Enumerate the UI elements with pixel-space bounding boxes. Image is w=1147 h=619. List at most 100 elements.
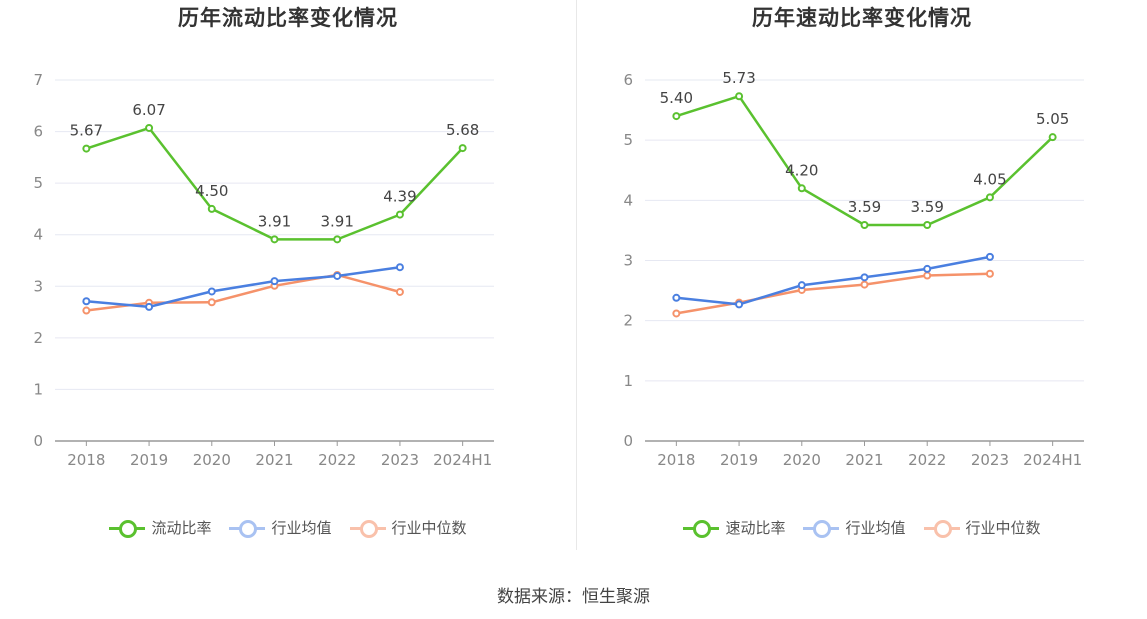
data-point bbox=[860, 221, 869, 230]
chart-legend: 流动比率 行业均值 行业中位数 bbox=[0, 517, 576, 538]
data-point bbox=[82, 306, 91, 315]
legend-label: 行业均值 bbox=[845, 519, 906, 537]
data-label: 3.59 bbox=[848, 198, 881, 216]
legend-item-main[interactable]: 速动比率 bbox=[683, 517, 785, 538]
data-point bbox=[395, 210, 404, 219]
data-label: 4.39 bbox=[383, 188, 416, 206]
data-label: 3.59 bbox=[911, 198, 944, 216]
data-label: 3.91 bbox=[321, 212, 354, 230]
legend-label: 流动比率 bbox=[151, 519, 212, 537]
chart-title: 历年流动比率变化情况 bbox=[178, 6, 398, 30]
data-point bbox=[458, 144, 467, 153]
y-tick-label: 3 bbox=[623, 252, 633, 270]
data-point bbox=[395, 263, 404, 272]
quick-ratio-chart: 0 1 2 3 4 5 6 2018 2019 2020 2021 2022 2023 2024H1 5.4… bbox=[623, 69, 1084, 469]
data-point bbox=[735, 300, 744, 309]
data-point bbox=[860, 280, 869, 289]
legend-label: 行业中位数 bbox=[391, 519, 467, 537]
data-point bbox=[672, 112, 681, 121]
x-tick-label: 2024H1 bbox=[433, 451, 492, 469]
legend-item-industry-mean[interactable]: 行业均值 bbox=[229, 517, 332, 538]
data-point bbox=[672, 293, 681, 302]
current-ratio-chart: 0 1 2 3 4 5 6 7 2018 2019 2020 2021 2022 2023 2024H1 5.… bbox=[33, 71, 494, 469]
y-tick-label: 4 bbox=[33, 226, 43, 244]
legend-item-main[interactable]: 流动比率 bbox=[109, 517, 211, 538]
y-tick-label: 3 bbox=[33, 277, 43, 295]
data-point bbox=[145, 302, 154, 311]
legend-marker-icon bbox=[803, 518, 840, 538]
y-tick-label: 5 bbox=[33, 174, 43, 192]
data-point bbox=[923, 221, 932, 230]
x-tick-label: 2021 bbox=[255, 451, 293, 469]
legend-label: 行业均值 bbox=[271, 519, 332, 537]
data-point bbox=[333, 271, 342, 280]
data-point bbox=[145, 123, 154, 132]
data-label: 6.07 bbox=[132, 101, 165, 119]
data-point bbox=[672, 309, 681, 318]
data-point bbox=[985, 252, 994, 261]
data-source-note: 数据来源：恒生聚源 bbox=[497, 587, 650, 607]
data-label: 5.68 bbox=[446, 121, 479, 139]
x-tick-label: 2021 bbox=[845, 451, 883, 469]
legend-label: 速动比率 bbox=[725, 519, 786, 537]
data-point bbox=[270, 235, 279, 244]
data-point bbox=[207, 298, 216, 307]
chart-legend: 速动比率 行业均值 行业中位数 bbox=[577, 517, 1147, 538]
series-line bbox=[676, 255, 991, 306]
data-label: 3.91 bbox=[258, 212, 291, 230]
data-label: 5.05 bbox=[1036, 110, 1069, 128]
data-point bbox=[82, 144, 91, 153]
x-tick-label: 2023 bbox=[381, 451, 419, 469]
data-label: 4.20 bbox=[785, 161, 818, 179]
y-tick-label: 2 bbox=[623, 312, 633, 330]
legend-marker-icon bbox=[923, 518, 960, 538]
data-point bbox=[985, 269, 994, 278]
x-tick-label: 2024H1 bbox=[1023, 451, 1082, 469]
x-tick-label: 2020 bbox=[783, 451, 821, 469]
data-point bbox=[82, 297, 91, 306]
data-label: 5.40 bbox=[660, 89, 693, 107]
data-point bbox=[207, 287, 216, 296]
current-ratio-panel: 历年流动比率变化情况 0 1 2 3 4 5 6 7 2018 2019 2020 2021 2022 2… bbox=[0, 0, 576, 550]
legend-item-industry-median[interactable]: 行业中位数 bbox=[349, 517, 467, 538]
x-tick-label: 2019 bbox=[720, 451, 758, 469]
series-line bbox=[676, 272, 990, 315]
x-tick-label: 2023 bbox=[971, 451, 1009, 469]
x-tick-label: 2019 bbox=[130, 451, 168, 469]
data-label: 4.05 bbox=[973, 170, 1006, 188]
x-tick-label: 2022 bbox=[318, 451, 356, 469]
data-point bbox=[797, 281, 806, 290]
x-tick-label: 2018 bbox=[67, 451, 105, 469]
y-tick-label: 2 bbox=[33, 329, 43, 347]
chart-title: 历年速动比率变化情况 bbox=[752, 6, 972, 30]
data-point bbox=[985, 193, 994, 202]
data-point bbox=[207, 204, 216, 213]
data-point bbox=[333, 235, 342, 244]
legend-marker-icon bbox=[683, 518, 720, 538]
y-tick-label: 0 bbox=[623, 432, 633, 450]
data-point bbox=[735, 92, 744, 101]
legend-marker-icon bbox=[349, 518, 386, 538]
data-point bbox=[395, 287, 404, 296]
x-tick-label: 2018 bbox=[657, 451, 695, 469]
y-tick-label: 1 bbox=[623, 372, 633, 390]
series-line bbox=[86, 273, 401, 312]
data-point bbox=[923, 271, 932, 280]
quick-ratio-panel: 历年速动比率变化情况 0 1 2 3 4 5 6 2018 2019 2020 2021 2022 20… bbox=[577, 0, 1147, 550]
data-point bbox=[923, 264, 932, 273]
legend-marker-icon bbox=[229, 518, 266, 538]
data-label: 4.50 bbox=[195, 182, 228, 200]
y-tick-label: 7 bbox=[33, 71, 43, 89]
series-line bbox=[86, 265, 401, 309]
panel-divider bbox=[576, 0, 577, 550]
y-tick-label: 4 bbox=[623, 191, 633, 209]
x-tick-label: 2020 bbox=[193, 451, 231, 469]
legend-item-industry-median[interactable]: 行业中位数 bbox=[923, 517, 1041, 538]
data-point bbox=[1048, 133, 1057, 142]
y-tick-label: 6 bbox=[623, 71, 633, 89]
y-tick-label: 0 bbox=[33, 432, 43, 450]
y-tick-label: 1 bbox=[33, 380, 43, 398]
data-point bbox=[270, 277, 279, 286]
data-label: 5.73 bbox=[722, 69, 755, 87]
legend-item-industry-mean[interactable]: 行业均值 bbox=[803, 517, 906, 538]
